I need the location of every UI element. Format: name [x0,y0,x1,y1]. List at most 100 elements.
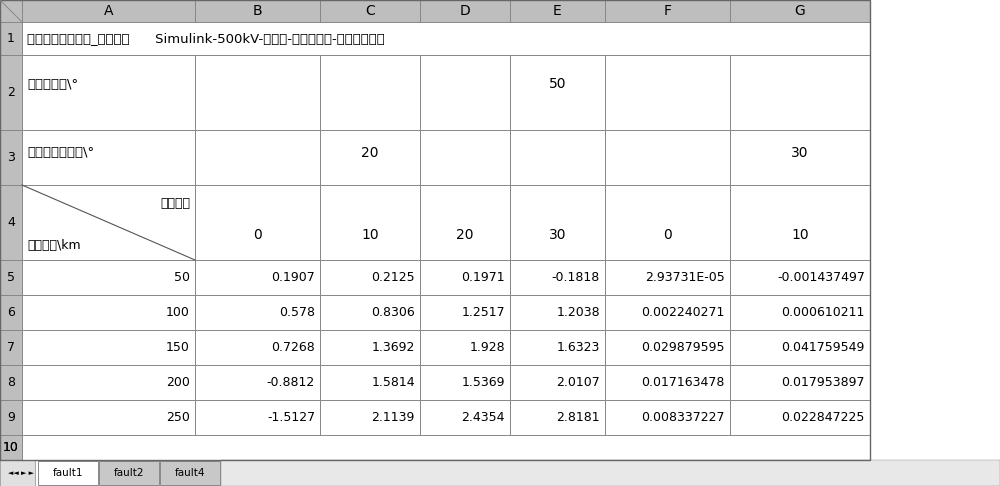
Bar [0,0,22,22]
Text: 2.93731E-05: 2.93731E-05 [645,271,725,284]
Bar [195,295,320,330]
Text: 过渡电阻: 过渡电阻 [160,196,190,209]
Text: 0.2125: 0.2125 [371,271,415,284]
Text: 0.041759549: 0.041759549 [782,341,865,354]
Text: 0.578: 0.578 [279,306,315,319]
Bar [99,461,159,485]
Text: 10: 10 [3,441,19,454]
Bar [730,435,870,460]
Text: fault4: fault4 [175,468,205,478]
Bar [730,185,870,260]
Text: 0.000610211: 0.000610211 [782,306,865,319]
Bar [510,330,605,365]
Text: F: F [664,4,672,18]
Bar [195,365,320,400]
Text: 0.022847225: 0.022847225 [782,411,865,424]
Bar [605,260,730,295]
Text: 0.008337227: 0.008337227 [642,411,725,424]
Bar [320,365,420,400]
Text: 0.029879595: 0.029879595 [642,341,725,354]
Text: 1.928: 1.928 [469,341,505,354]
Bar [420,0,510,22]
Text: C: C [365,4,375,18]
Bar [22,55,195,130]
Bar [22,22,870,55]
Text: 1.2038: 1.2038 [556,306,600,319]
Bar [22,330,195,365]
Text: 2.1139: 2.1139 [372,411,415,424]
Bar [160,461,220,485]
Bar [22,295,195,330]
Bar [22,435,195,460]
Bar [510,22,605,55]
Bar [320,22,420,55]
Bar [605,55,730,130]
Text: 1.5814: 1.5814 [371,376,415,389]
Text: 4: 4 [7,216,15,229]
Text: E: E [553,4,562,18]
Bar [730,295,870,330]
Bar [22,0,195,22]
Text: 1: 1 [7,32,15,45]
Bar [320,55,420,130]
Text: 9: 9 [7,411,15,424]
Bar [38,461,98,485]
Bar [510,295,605,330]
Text: 3: 3 [7,151,15,164]
Bar [0,130,22,185]
Bar [420,365,510,400]
Bar [195,22,320,55]
Bar [195,400,320,435]
Text: 20: 20 [456,227,474,242]
Text: 50: 50 [549,77,566,91]
Bar [420,185,510,260]
Text: B: B [253,4,262,18]
Text: ◄◄ ► ►: ◄◄ ► ► [8,470,34,476]
Text: D: D [460,4,470,18]
Text: 0.1907: 0.1907 [271,271,315,284]
Text: 20: 20 [361,145,379,159]
Bar [605,365,730,400]
Text: fault2: fault2 [114,468,144,478]
Bar [0,435,22,460]
Text: 0.002240271: 0.002240271 [642,306,725,319]
Text: -0.8812: -0.8812 [267,376,315,389]
Bar [195,55,320,130]
Bar [420,55,510,130]
Bar [510,0,605,22]
Bar [0,295,22,330]
Text: 1.6323: 1.6323 [557,341,600,354]
Bar [605,185,730,260]
Text: 10: 10 [791,227,809,242]
Bar [420,330,510,365]
Text: 150: 150 [166,341,190,354]
Text: 0: 0 [663,227,672,242]
Bar [730,130,870,185]
Bar [0,330,22,365]
Bar [221,460,1000,486]
Bar [510,130,605,185]
Bar [420,400,510,435]
Bar [320,435,420,460]
Bar [320,260,420,295]
Bar [0,185,22,260]
Bar [195,130,320,185]
Bar [22,435,870,460]
Bar [195,435,320,460]
Bar [605,130,730,185]
Bar [195,330,320,365]
Bar [22,400,195,435]
Bar [605,330,730,365]
Text: 0.017163478: 0.017163478 [642,376,725,389]
Bar [605,295,730,330]
Text: A: A [104,4,113,18]
Bar [510,185,605,260]
Text: 1.3692: 1.3692 [372,341,415,354]
Bar [0,22,22,55]
Text: 0.017953897: 0.017953897 [782,376,865,389]
Bar [195,0,320,22]
Bar [320,295,420,330]
Text: 0.1971: 0.1971 [461,271,505,284]
Bar [510,435,605,460]
Text: 0.8306: 0.8306 [371,306,415,319]
